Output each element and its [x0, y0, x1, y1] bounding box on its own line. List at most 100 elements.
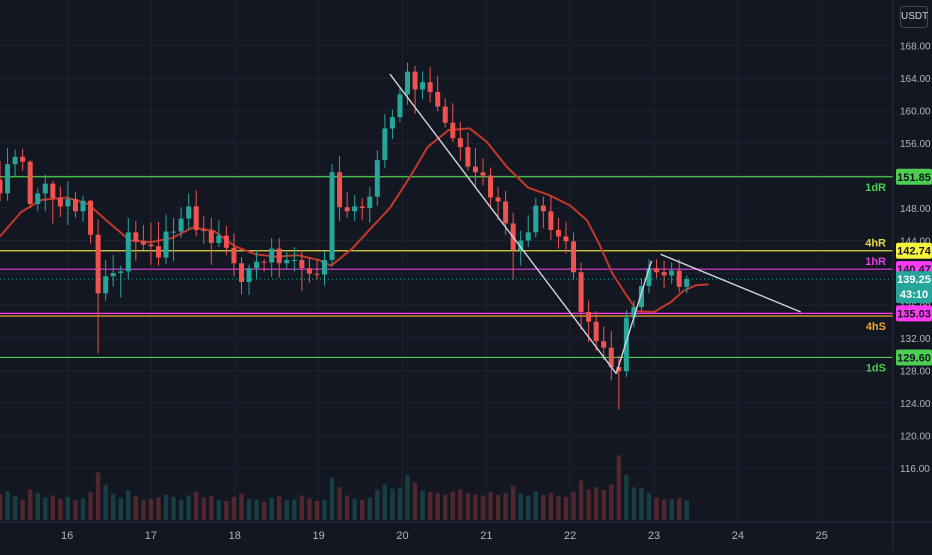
volume-bar [367, 497, 372, 520]
candle-body [276, 248, 282, 264]
x-tick-label: 21 [480, 530, 492, 542]
candle-body [352, 206, 358, 212]
candle-body [314, 273, 320, 275]
candle-body [586, 311, 592, 322]
candle-body [125, 232, 131, 272]
currency-badge[interactable]: USDT [900, 6, 928, 28]
volume-bar [95, 472, 101, 520]
candle-body [148, 244, 154, 247]
volume-bar [126, 490, 131, 520]
candle-body [457, 138, 463, 148]
candle-body [374, 160, 380, 197]
candle-body [397, 94, 403, 118]
volume-bar [103, 484, 108, 520]
volume-bar [390, 488, 395, 520]
volume-bar [578, 480, 584, 520]
candle-body [65, 199, 71, 207]
candle-body [5, 164, 11, 194]
trendline [615, 260, 653, 374]
candle-body [118, 271, 124, 273]
volume-bar [684, 500, 689, 520]
volume-bar [661, 499, 667, 520]
volume-bar [110, 494, 116, 520]
candle-body [571, 241, 577, 273]
volume-bar [314, 500, 320, 520]
volume-bar [503, 492, 508, 520]
volume-bar [654, 497, 659, 520]
candle-body [140, 241, 146, 245]
candle-body [601, 341, 607, 348]
candle-body [0, 179, 3, 194]
candle-body [435, 91, 441, 107]
volume-bar [360, 499, 365, 520]
volume-bar [261, 501, 267, 520]
price-badge: 151.85 [897, 172, 931, 184]
candle-body [57, 198, 63, 207]
candle-body [465, 147, 471, 167]
candle-body [110, 272, 116, 277]
candle-body [676, 270, 682, 287]
candle-body [20, 156, 26, 162]
volume-bar [269, 497, 274, 520]
volume-bar [216, 500, 222, 520]
volume-bar [5, 491, 10, 520]
volume-bar [239, 493, 244, 520]
candle-body [427, 82, 433, 92]
volume-bar [495, 494, 501, 520]
candle-body [389, 117, 395, 129]
volume-bar [224, 500, 229, 520]
volume-bar [156, 497, 161, 520]
y-tick-label: 128.00 [900, 366, 931, 377]
volume-bar [443, 494, 448, 520]
candle-body [518, 240, 524, 251]
volume-bar [631, 487, 637, 520]
candle-body [72, 199, 78, 212]
candle-body [488, 175, 494, 198]
candle-body [178, 218, 184, 232]
volume-bar [0, 494, 3, 520]
candle-body [208, 230, 214, 243]
candle-body [42, 183, 48, 194]
level-label: 1hR [865, 256, 886, 268]
volume-bar [609, 484, 614, 520]
x-tick-label: 18 [229, 530, 241, 542]
candle-body [405, 71, 411, 95]
candle-body [503, 201, 509, 224]
candle-body [669, 270, 675, 276]
volume-bar [186, 495, 191, 520]
x-tick-label: 22 [564, 530, 576, 542]
candle-body [163, 231, 169, 258]
candle-body [540, 205, 546, 212]
volume-bar [571, 491, 576, 520]
candle-body [472, 166, 478, 173]
volume-bar [231, 496, 237, 520]
volume-bar [593, 487, 599, 520]
candle-body [442, 106, 448, 123]
volume-bar [201, 497, 206, 520]
volume-bar [435, 492, 440, 520]
price-badge: 135.03 [897, 308, 931, 320]
candle-body [578, 272, 584, 312]
y-tick-label: 168.00 [900, 42, 931, 53]
trendline [389, 73, 617, 375]
volume-bar [20, 499, 25, 520]
x-tick-label: 16 [61, 530, 73, 542]
candle-body [563, 236, 569, 242]
candle-body [638, 285, 644, 308]
last-price-value: 139.25 [897, 274, 931, 286]
volume-bar [80, 498, 86, 520]
candle-body [533, 205, 539, 233]
volume-bar [556, 496, 561, 520]
volume-bar [65, 496, 71, 520]
volume-bar [133, 496, 139, 520]
volume-bar [473, 494, 478, 520]
volume-bar [563, 496, 569, 520]
volume-bar [676, 498, 682, 520]
volume-bar [292, 499, 297, 520]
volume-bar [337, 487, 342, 520]
volume-bar [405, 475, 410, 520]
level-label: 4hS [866, 321, 886, 333]
volume-bar [420, 490, 425, 520]
